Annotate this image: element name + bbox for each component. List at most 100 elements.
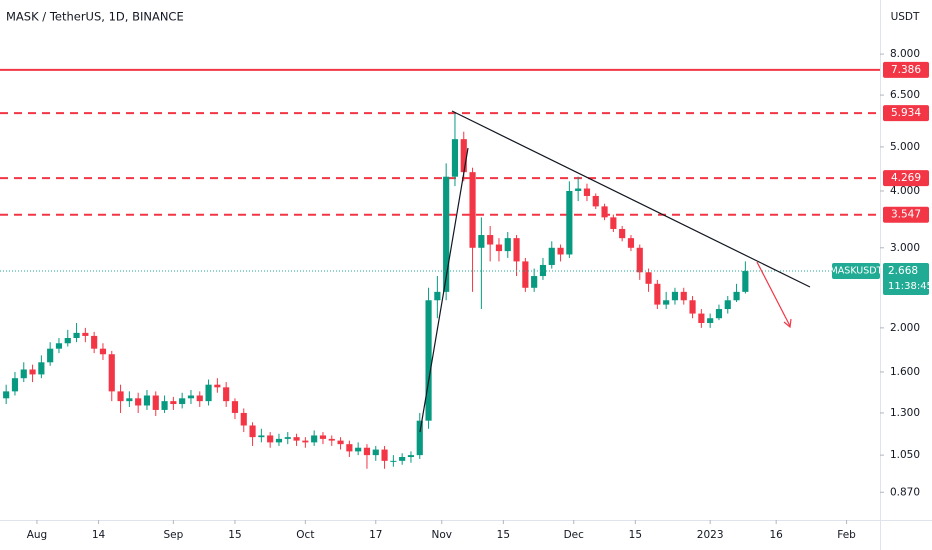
last-price-label: 2.668	[888, 265, 918, 277]
level-label-box	[883, 170, 929, 187]
symbol-label: MASKUSDT	[830, 265, 883, 276]
candle-body	[724, 300, 731, 310]
level-label-box	[883, 105, 929, 122]
candle-body	[82, 332, 89, 336]
candle-body	[478, 235, 485, 248]
candle	[689, 296, 696, 319]
candle-body	[575, 188, 582, 191]
candle	[601, 203, 608, 221]
candle-body	[390, 460, 397, 462]
candle-body	[29, 369, 36, 375]
candle	[38, 355, 45, 379]
candle-body	[135, 398, 142, 406]
candle	[469, 167, 476, 292]
trend-line	[419, 147, 469, 433]
candle-body	[671, 291, 679, 301]
candle	[583, 183, 591, 202]
y-tick-label: 1.050	[890, 449, 920, 461]
candle-body	[504, 238, 511, 252]
candle-body	[91, 335, 98, 349]
candle-body	[636, 247, 643, 273]
candle-body	[531, 276, 538, 288]
candle	[407, 451, 415, 463]
candle-body	[513, 238, 520, 262]
candle-body	[583, 188, 591, 196]
candle-body	[275, 438, 283, 443]
candle-body	[443, 176, 450, 292]
candle-body	[715, 309, 723, 319]
x-tick-label: 14	[92, 529, 106, 541]
candle-body	[311, 435, 318, 443]
candle-body	[381, 449, 388, 461]
candle	[196, 391, 203, 407]
candle-body	[663, 300, 670, 305]
candle-body	[407, 455, 415, 458]
level-label: 3.547	[891, 209, 921, 221]
candle	[416, 412, 423, 459]
candle-body	[425, 300, 432, 421]
candle	[214, 378, 221, 393]
candle	[495, 238, 503, 262]
candle	[346, 440, 353, 458]
candle	[355, 442, 362, 456]
candle-body	[733, 291, 740, 301]
candle	[20, 362, 27, 383]
candle-body	[302, 440, 309, 443]
candle-body	[161, 401, 168, 410]
candle-body	[179, 398, 186, 405]
candle	[302, 437, 309, 448]
candle	[636, 244, 643, 280]
candle	[522, 257, 529, 292]
x-tick-label: Aug	[27, 529, 48, 541]
candle	[258, 428, 265, 443]
candle	[126, 391, 133, 407]
candle-body	[205, 384, 212, 402]
x-tick-label: 2023	[697, 529, 724, 541]
candle-body	[610, 217, 617, 229]
candle-body	[223, 387, 230, 402]
candle	[504, 231, 511, 258]
candle	[557, 244, 564, 262]
candle	[707, 313, 714, 328]
candle	[539, 257, 547, 280]
candle-body	[126, 398, 133, 402]
candle-body	[214, 384, 221, 388]
x-tick-label: Sep	[163, 529, 183, 541]
candle	[249, 422, 256, 446]
candle-body	[539, 264, 547, 277]
candle	[311, 430, 318, 446]
y-tick-label: 2.000	[890, 322, 920, 334]
x-tick-label: 15	[228, 529, 241, 541]
candle-body	[680, 291, 687, 301]
candle	[619, 225, 626, 242]
candle	[64, 329, 71, 347]
y-tick-label: 5.000	[890, 141, 920, 153]
level-label: 7.386	[891, 64, 921, 76]
projection-arrow	[756, 261, 791, 327]
candle-body	[372, 449, 379, 456]
candle-body	[346, 444, 353, 452]
candle	[55, 337, 63, 354]
y-tick-label: 1.600	[890, 366, 920, 378]
candle	[231, 398, 239, 420]
candle	[399, 453, 406, 465]
candle-body	[108, 354, 115, 392]
candle	[592, 193, 599, 210]
x-tick-label: 15	[497, 529, 510, 541]
candle-body	[99, 348, 107, 355]
y-tick-label: 6.500	[890, 89, 920, 101]
y-tick-label: 0.870	[890, 486, 920, 498]
candle	[179, 392, 186, 409]
level-label: 4.269	[891, 172, 921, 184]
candle-body	[689, 300, 696, 314]
candle	[73, 322, 80, 343]
candle-body	[469, 172, 476, 248]
candle	[143, 390, 151, 410]
candle-body	[3, 391, 10, 399]
x-tick-label: Dec	[564, 529, 585, 541]
candle	[108, 350, 115, 402]
candle-body	[170, 401, 177, 405]
candle-body	[47, 348, 54, 363]
candle	[566, 181, 573, 258]
y-tick-label: 3.000	[890, 242, 920, 254]
